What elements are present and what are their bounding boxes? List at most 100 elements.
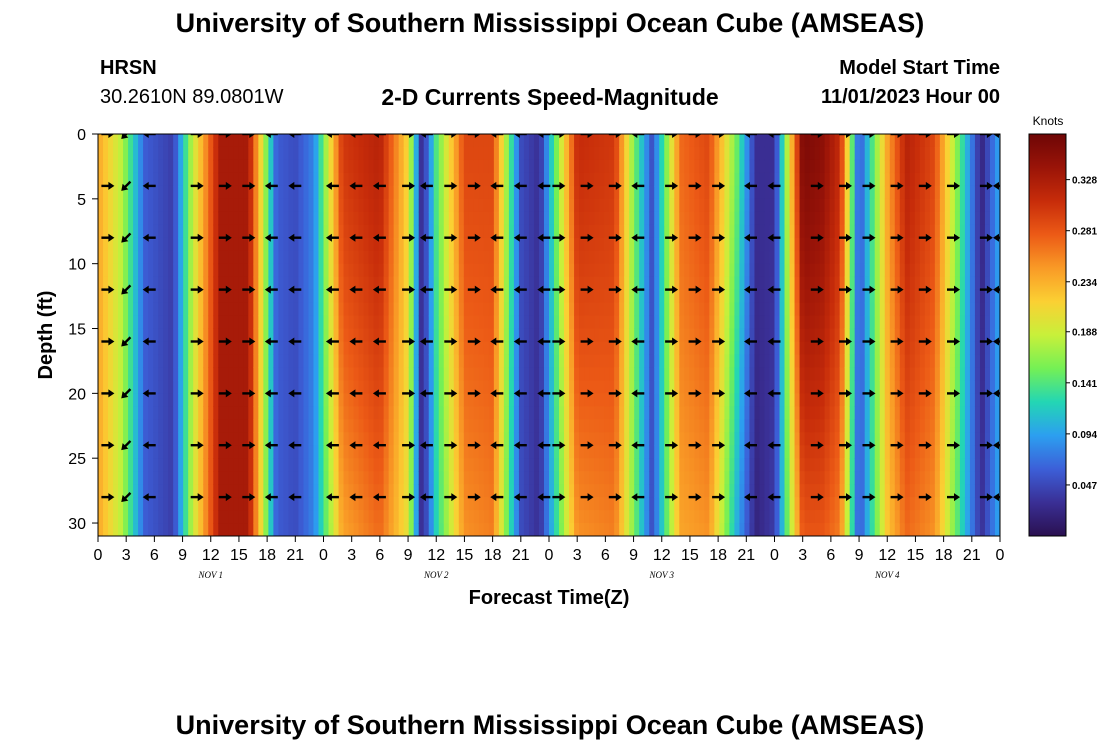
heatmap-cell (884, 497, 891, 511)
heatmap-cell (408, 224, 415, 239)
heatmap-cell (644, 172, 650, 187)
heatmap-cell (133, 328, 139, 343)
heatmap-cell (98, 159, 104, 174)
heatmap-cell (784, 432, 791, 446)
heatmap-cell (158, 172, 164, 187)
heatmap-cell (108, 341, 114, 356)
heatmap-cell (148, 263, 154, 278)
heatmap-cell (113, 445, 119, 459)
heatmap-cell (689, 263, 695, 278)
heatmap-cell (784, 367, 791, 381)
heatmap-cell (208, 432, 214, 446)
heatmap-cell (518, 471, 525, 485)
heatmap-cell (108, 328, 114, 343)
heatmap-cell (233, 263, 239, 278)
heatmap-cell (704, 289, 710, 304)
heatmap-cell (679, 406, 685, 420)
heatmap-cell (383, 185, 390, 200)
heatmap-cell (579, 458, 585, 472)
heatmap-cell (113, 211, 119, 226)
heatmap-cell (208, 497, 214, 511)
heatmap-cell (423, 134, 430, 148)
heatmap-cell (709, 458, 715, 472)
heatmap-cell (108, 458, 114, 472)
heatmap-cell (649, 419, 655, 433)
heatmap-cell (483, 354, 490, 369)
heatmap-cell (153, 146, 159, 161)
heatmap-cell (353, 185, 360, 200)
heatmap-cell (899, 341, 906, 356)
heatmap-cell (383, 328, 390, 343)
heatmap-cell (308, 276, 315, 291)
heatmap-cell (549, 406, 555, 420)
heatmap-cell (889, 432, 896, 446)
heatmap-cell (834, 523, 841, 536)
heatmap-cell (624, 497, 630, 511)
heatmap-cell (819, 315, 826, 330)
heatmap-cell (388, 263, 395, 278)
heatmap-cell (218, 406, 224, 420)
heatmap-cell (599, 146, 605, 161)
heatmap-cell (764, 237, 771, 252)
heatmap-cell (448, 250, 455, 265)
heatmap-cell (609, 302, 615, 317)
heatmap-cell (483, 250, 490, 265)
heatmap-cell (649, 134, 655, 148)
heatmap-cell (614, 237, 620, 252)
heatmap-cell (724, 172, 730, 187)
heatmap-cell (714, 406, 720, 420)
heatmap-cell (639, 445, 645, 459)
heatmap-cell (143, 432, 149, 446)
heatmap-cell (198, 172, 204, 187)
heatmap-cell (814, 237, 821, 252)
heatmap-cell (784, 484, 791, 498)
heatmap-cell (629, 237, 635, 252)
heatmap-cell (664, 445, 670, 459)
heatmap-cell (609, 484, 615, 498)
heatmap-cell (323, 224, 330, 239)
heatmap-cell (523, 198, 530, 213)
heatmap-cell (789, 276, 796, 291)
heatmap-cell (313, 276, 320, 291)
heatmap-cell (543, 510, 550, 524)
heatmap-cell (318, 458, 325, 472)
heatmap-cell (518, 276, 525, 291)
heatmap-cell (523, 497, 530, 511)
heatmap-cell (108, 393, 114, 407)
heatmap-cell (629, 354, 635, 369)
heatmap-cell (298, 315, 305, 330)
heatmap-cell (784, 146, 791, 161)
heatmap-cell (794, 146, 801, 161)
heatmap-cell (704, 367, 710, 381)
heatmap-cell (138, 198, 144, 213)
heatmap-cell (744, 276, 751, 291)
heatmap-cell (223, 302, 229, 317)
heatmap-cell (609, 523, 615, 536)
heatmap-cell (328, 276, 335, 291)
heatmap-cell (178, 484, 184, 498)
heatmap-cell (513, 302, 520, 317)
heatmap-cell (794, 198, 801, 213)
heatmap-cell (113, 250, 119, 265)
heatmap-cell (789, 302, 796, 317)
heatmap-cell (569, 237, 575, 252)
heatmap-cell (108, 198, 114, 213)
heatmap-cell (669, 328, 675, 343)
heatmap-cell (238, 172, 244, 187)
heatmap-cell (839, 211, 846, 226)
heatmap-cell (428, 134, 435, 148)
heatmap-cell (473, 523, 480, 536)
heatmap-cell (343, 276, 350, 291)
heatmap-cell (549, 341, 555, 356)
heatmap-cell (278, 211, 285, 226)
heatmap-cell (243, 302, 249, 317)
heatmap-cell (223, 185, 229, 200)
heatmap-cell (393, 172, 400, 187)
heatmap-cell (453, 198, 460, 213)
heatmap-cell (188, 198, 194, 213)
heatmap-cell (283, 471, 290, 485)
heatmap-cell (704, 393, 710, 407)
heatmap-cell (579, 263, 585, 278)
heatmap-cell (413, 159, 420, 174)
heatmap-cell (619, 289, 625, 304)
